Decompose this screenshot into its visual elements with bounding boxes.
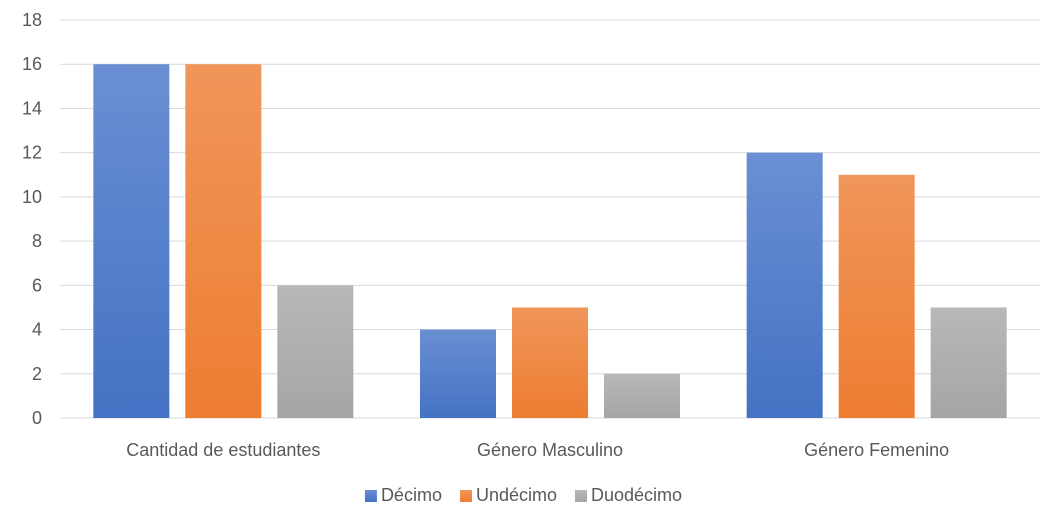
bar-duodécimo-0 [277, 285, 354, 418]
y-tick-label: 12 [22, 143, 42, 163]
legend-swatch-duodécimo [575, 490, 588, 502]
legend-label: Décimo [381, 485, 442, 505]
bar-décimo-0 [93, 64, 170, 418]
x-category-label: Género Masculino [477, 440, 623, 460]
y-tick-label: 14 [22, 98, 42, 118]
bar-undécimo-0 [185, 64, 262, 418]
y-tick-label: 8 [32, 231, 42, 251]
bar-décimo-1 [420, 329, 496, 418]
y-axis-tick-labels: 0 2 4 6 8 10 12 14 16 18 [22, 10, 42, 428]
legend-swatch-undécimo [459, 490, 472, 502]
y-tick-label: 4 [32, 320, 42, 340]
x-category-label: Cantidad de estudiantes [126, 440, 320, 460]
bar-décimo-2 [746, 152, 823, 418]
y-tick-label: 6 [32, 275, 42, 295]
legend: Décimo Undécimo Duodécimo [364, 485, 682, 505]
y-tick-label: 2 [32, 364, 42, 384]
y-tick-label: 16 [22, 54, 42, 74]
x-category-label: Género Femenino [804, 440, 949, 460]
legend-label: Undécimo [476, 485, 557, 505]
bars [93, 64, 1007, 418]
bar-duodécimo-2 [930, 307, 1007, 418]
y-tick-label: 0 [32, 408, 42, 428]
bar-undécimo-2 [838, 174, 915, 418]
x-axis-category-labels: Cantidad de estudiantes Género Masculino G… [126, 440, 949, 460]
y-tick-label: 10 [22, 187, 42, 207]
bar-undécimo-1 [512, 307, 588, 418]
legend-label: Duodécimo [591, 485, 682, 505]
y-tick-label: 18 [22, 10, 42, 30]
bar-duodécimo-1 [604, 373, 680, 418]
legend-swatch-décimo [364, 490, 377, 502]
